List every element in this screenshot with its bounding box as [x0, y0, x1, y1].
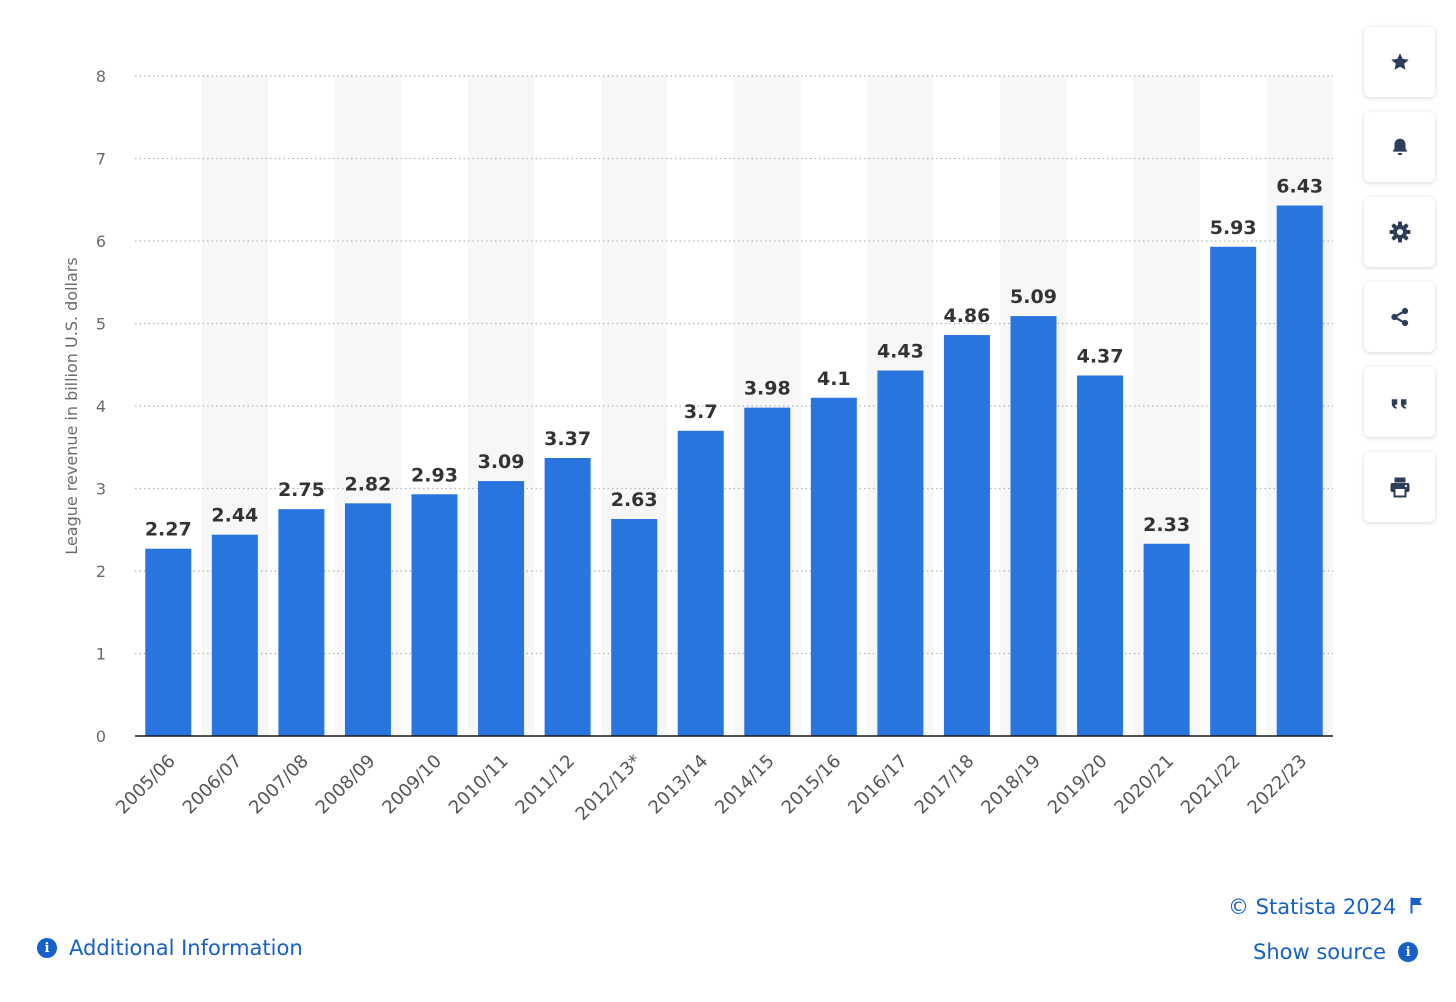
y-tick-label: 7: [96, 150, 106, 169]
bars: [145, 205, 1323, 736]
bar[interactable]: [943, 335, 990, 736]
flag-icon: [1410, 895, 1423, 919]
bar[interactable]: [478, 481, 525, 736]
print-button[interactable]: [1364, 452, 1435, 522]
share-button[interactable]: [1364, 282, 1435, 352]
x-tick-label: 2022/23: [1244, 751, 1312, 819]
data-labels: 2.27 2.44 2.75 2.82 2.93 3.09 3.37 2.63 3.7 3.98 4…: [145, 176, 1323, 541]
data-label: 2.63: [611, 489, 658, 511]
x-tick-label: 2007/08: [245, 751, 313, 819]
bar[interactable]: [877, 370, 924, 736]
bell-icon: [1392, 138, 1407, 156]
favorite-button[interactable]: [1364, 27, 1435, 97]
y-tick-label: 4: [96, 397, 106, 416]
bar[interactable]: [1077, 375, 1124, 736]
x-tick-label: 2005/06: [112, 751, 180, 819]
data-label: 5.93: [1210, 217, 1257, 239]
info-icon: i: [37, 938, 57, 958]
data-label: 3.09: [478, 451, 525, 473]
bar[interactable]: [1210, 246, 1257, 736]
data-label: 2.44: [211, 505, 258, 527]
y-tick-label: 1: [96, 645, 106, 664]
data-label: 4.1: [817, 368, 851, 390]
bar[interactable]: [744, 407, 791, 736]
bar[interactable]: [810, 397, 857, 736]
bar[interactable]: [344, 503, 391, 736]
info-icon: i: [1398, 942, 1419, 962]
y-tick-label: 2: [96, 562, 106, 581]
data-label: 2.33: [1143, 514, 1190, 536]
x-tick-label: 2018/19: [977, 751, 1045, 819]
y-tick-label: 5: [96, 315, 106, 334]
y-tick-label: 3: [96, 480, 106, 499]
x-tick-label: 2012/13*: [572, 751, 646, 825]
bar[interactable]: [211, 534, 258, 736]
bar[interactable]: [278, 509, 325, 736]
data-label: 5.09: [1010, 286, 1057, 308]
show-source-label: Show source: [1253, 940, 1387, 964]
quote-icon: [1391, 399, 1406, 409]
bar[interactable]: [1010, 316, 1057, 736]
bar[interactable]: [677, 430, 724, 736]
star-icon: [1390, 53, 1409, 70]
data-label: 3.37: [544, 428, 591, 450]
y-axis-label: League revenue in billion U.S. dollars: [62, 257, 81, 554]
data-label: 3.7: [684, 401, 718, 423]
notification-button[interactable]: [1364, 112, 1435, 182]
x-tick-label: 2016/17: [844, 751, 912, 819]
x-tick-label: 2015/16: [778, 751, 846, 819]
x-tick-label: 2014/15: [711, 751, 779, 819]
additional-information-label: Additional Information: [69, 936, 303, 960]
bar[interactable]: [1143, 543, 1190, 736]
x-tick-label: 2006/07: [179, 751, 247, 819]
data-label: 2.82: [344, 473, 391, 495]
y-axis-ticks: 0 1 2 3 4 5 6 7 8: [96, 67, 106, 746]
bar[interactable]: [1276, 205, 1323, 736]
data-label: 2.27: [145, 519, 192, 541]
data-label: 4.43: [877, 341, 924, 363]
copyright-text: © Statista 2024: [1228, 895, 1397, 919]
share-icon: [1390, 307, 1408, 327]
additional-information-link[interactable]: i Additional Information: [37, 936, 303, 960]
x-tick-label: 2017/18: [911, 751, 979, 819]
statista-copyright-link[interactable]: © Statista 2024: [1228, 895, 1423, 919]
bar[interactable]: [145, 548, 192, 736]
y-tick-label: 8: [96, 67, 106, 86]
x-tick-label: 2011/12: [511, 751, 579, 819]
data-label: 6.43: [1276, 176, 1323, 198]
x-tick-label: 2021/22: [1177, 751, 1245, 819]
chart-toolbar: [1364, 27, 1435, 537]
data-label: 4.86: [943, 305, 990, 327]
gridlines: [135, 75, 1333, 655]
x-tick-label: 2013/14: [645, 751, 713, 819]
show-source-link[interactable]: Show source i: [1253, 940, 1419, 964]
x-tick-label: 2019/20: [1044, 751, 1112, 819]
x-tick-label: 2010/11: [445, 751, 513, 819]
data-label: 4.37: [1077, 345, 1124, 367]
printer-icon: [1390, 477, 1409, 498]
cite-button[interactable]: [1364, 367, 1435, 437]
x-tick-label: 2008/09: [312, 751, 380, 819]
bar[interactable]: [411, 494, 458, 736]
x-axis-ticks: 2005/062006/072007/082008/092009/102010/…: [112, 751, 1311, 825]
y-tick-label: 6: [96, 232, 106, 251]
data-label: 2.93: [411, 464, 458, 486]
gear-icon: [1389, 221, 1410, 243]
y-tick-label: 0: [96, 727, 106, 746]
settings-button[interactable]: [1364, 197, 1435, 267]
data-label: 3.98: [744, 378, 791, 400]
data-label: 2.75: [278, 479, 325, 501]
bar[interactable]: [611, 519, 658, 736]
x-tick-label: 2020/21: [1110, 751, 1178, 819]
x-tick-label: 2009/10: [378, 751, 446, 819]
bar[interactable]: [544, 457, 591, 736]
